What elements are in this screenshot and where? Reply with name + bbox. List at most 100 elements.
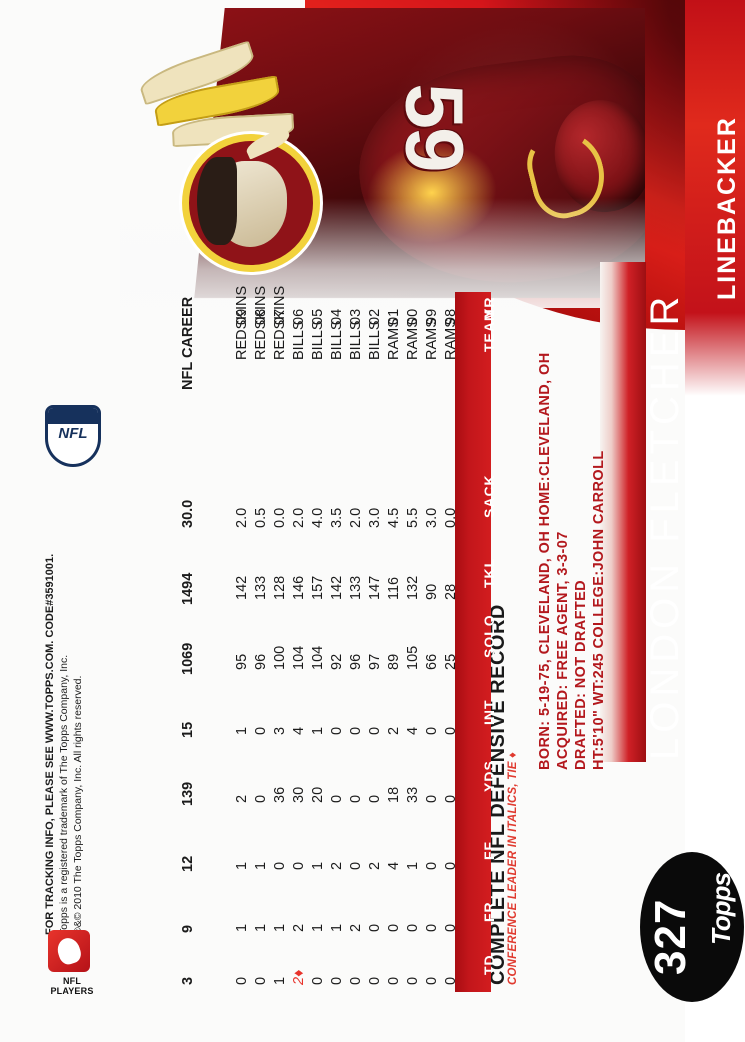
cell-yds: 0 — [329, 794, 345, 803]
cell-yds: 0 — [348, 794, 364, 803]
table-header-band — [455, 292, 491, 992]
nfl-shield-icon: NFL — [45, 405, 101, 467]
cell-ff: 0 — [272, 861, 288, 870]
jersey-number: 59 — [388, 83, 480, 171]
cell-solo: 105 — [405, 645, 421, 670]
name-bar — [600, 262, 646, 762]
logo-hair — [197, 157, 237, 245]
cell-career-yds: 139 — [180, 781, 196, 806]
cell-sack: 3.0 — [367, 507, 383, 528]
cell-career-label: NFL CAREER — [180, 296, 196, 390]
cell-yds: 36 — [272, 786, 288, 803]
cell-solo: 96 — [348, 653, 364, 670]
table-header-int: INT — [481, 699, 497, 725]
cell-team: BILLS — [310, 320, 326, 361]
cell-td: 2♦ — [291, 969, 307, 985]
cell-ff: 1 — [405, 861, 421, 870]
cell-team: REDSKINS — [234, 285, 250, 360]
cell-tkl: 116 — [386, 576, 402, 600]
cell-solo: 66 — [424, 653, 440, 670]
cell-sack: 2.0 — [348, 507, 364, 528]
table-header-ff: FF — [481, 840, 497, 860]
cell-ff: 4 — [386, 861, 402, 870]
bio-line-acquired: ACQUIRED: FREE AGENT, 3-3-07 — [555, 531, 571, 770]
cell-career-ff: 12 — [180, 855, 196, 872]
cell-solo: 104 — [310, 645, 326, 670]
topps-logo: Topps — [706, 872, 736, 945]
cell-tkl: 142 — [329, 575, 345, 600]
table-header-tkl: TKL — [481, 557, 497, 588]
cell-fr: 1 — [234, 923, 250, 932]
cell-solo: 25 — [443, 653, 459, 670]
shield-top — [48, 408, 98, 424]
cell-career-int: 15 — [180, 721, 196, 738]
cell-team: RAMS — [443, 318, 459, 360]
cell-tkl: 133 — [348, 575, 364, 600]
table-header-sack: SACK — [481, 474, 497, 518]
cell-int: 1 — [234, 726, 250, 735]
cell-sack: 3.0 — [424, 507, 440, 528]
cell-fr: 0 — [443, 923, 459, 932]
cell-int: 0 — [443, 726, 459, 735]
cell-team: REDSKINS — [272, 285, 288, 360]
cell-career-tkl: 1494 — [180, 572, 196, 605]
cell-fr: 0 — [367, 923, 383, 932]
cell-int: 0 — [329, 726, 345, 735]
cell-yds: 20 — [310, 786, 326, 803]
nflpa-figure-icon — [54, 935, 84, 967]
position-label: LINEBACKER — [713, 116, 741, 300]
cell-solo: 104 — [291, 645, 307, 670]
table-header-team: TEAM — [481, 308, 497, 352]
cell-td: 0 — [443, 976, 459, 985]
copyright-line-1: ®&© 2010 The Topps Company, Inc. All rig… — [72, 675, 84, 935]
nfl-players-text: NFL PLAYERS — [50, 976, 94, 996]
cell-ff: 0 — [443, 861, 459, 870]
cell-solo: 89 — [386, 653, 402, 670]
cell-sack: 4.5 — [386, 507, 402, 528]
cell-int: 0 — [253, 726, 269, 735]
logo-circle — [182, 126, 320, 272]
cell-tkl: 128 — [272, 575, 288, 600]
cell-tkl: 142 — [234, 575, 250, 600]
cell-td: 1 — [272, 976, 288, 985]
cell-solo: 92 — [329, 653, 345, 670]
cell-team: RAMS — [386, 318, 402, 360]
cell-ff: 1 — [310, 861, 326, 870]
cell-solo: 96 — [253, 653, 269, 670]
cell-tkl: 157 — [310, 575, 326, 600]
cell-solo: 97 — [367, 653, 383, 670]
cell-team: BILLS — [367, 320, 383, 361]
cell-solo: 95 — [234, 653, 250, 670]
cell-td: 0 — [310, 976, 326, 985]
cell-int: 4 — [405, 726, 421, 735]
copyright-line-2: Topps is a registered trademark of The T… — [58, 654, 70, 935]
table-header-solo: SOLO — [481, 614, 497, 658]
cell-td: 0 — [234, 976, 250, 985]
cell-career-sack: 30.0 — [180, 499, 196, 528]
cell-int: 0 — [424, 726, 440, 735]
cell-fr: 0 — [386, 923, 402, 932]
cell-td: 0 — [367, 976, 383, 985]
cell-solo: 100 — [272, 645, 288, 670]
cell-tkl: 90 — [424, 583, 440, 600]
cell-fr: 0 — [424, 923, 440, 932]
cell-tkl: 146 — [291, 575, 307, 600]
player-name: LONDON FLETCHER — [643, 291, 687, 760]
cell-career-fr: 9 — [180, 924, 196, 933]
cell-team: BILLS — [291, 320, 307, 361]
cell-team: REDSKINS — [253, 285, 269, 360]
cell-ff: 1 — [234, 861, 250, 870]
cell-yds: 33 — [405, 786, 421, 803]
cell-tkl: 147 — [367, 575, 383, 600]
cell-ff: 2 — [329, 861, 345, 870]
cell-sack: 0.0 — [272, 507, 288, 528]
bio-line-born-home: BORN: 5-19-75, CLEVELAND, OH HOME:CLEVEL… — [537, 352, 553, 770]
cell-yds: 30 — [291, 786, 307, 803]
cell-int: 3 — [272, 726, 288, 735]
cell-team: BILLS — [348, 320, 364, 361]
cell-fr: 1 — [329, 923, 345, 932]
cell-fr: 2 — [348, 923, 364, 932]
cell-yds: 0 — [367, 794, 383, 803]
cell-td: 0 — [424, 976, 440, 985]
